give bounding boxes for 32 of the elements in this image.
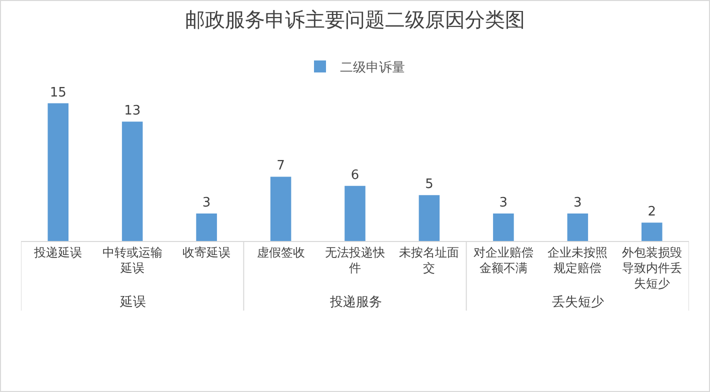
x-tick-label: 无法投递快件 (325, 245, 385, 275)
x-tick-label: 中转或运输 延误 (102, 245, 162, 275)
data-label: 13 (124, 104, 141, 119)
data-label: 7 (276, 158, 285, 174)
x-tick-label: 外包装损毁导致内件丢失短少 (622, 245, 682, 291)
text: 延误 (119, 295, 146, 310)
data-label: 6 (350, 168, 360, 183)
data-label: 3 (499, 195, 508, 210)
x-tick-label: 虚假签收 (256, 245, 305, 260)
data-label: 3 (574, 195, 582, 210)
bar (122, 122, 143, 241)
legend-label: 二级申诉量 (340, 60, 405, 76)
text: 丢失短少 (552, 295, 604, 310)
x-tick-label: 投递延误 (33, 245, 82, 260)
chart-title: 邮政服务申诉主要问题二级原因分类图 (185, 8, 525, 32)
data-label: 15 (50, 85, 66, 100)
bar (493, 213, 514, 241)
data-label: 5 (425, 177, 434, 192)
bar (567, 213, 588, 241)
x-tick-label: 对企业赔偿金额不满 (473, 245, 534, 275)
x-tick-label: 未按名址面交 (399, 245, 460, 275)
bar (196, 213, 217, 241)
x-tick-label: 收寄延误 (182, 245, 231, 260)
data-label: 2 (648, 204, 656, 220)
bar (270, 176, 292, 241)
bar (48, 103, 68, 241)
text: 投递服务 (329, 295, 382, 310)
data-label: 3 (202, 195, 211, 210)
bar (344, 186, 366, 241)
bar (642, 222, 662, 241)
bar (418, 195, 440, 241)
x-tick-label: 企业未按照规定赔偿 (548, 245, 608, 275)
